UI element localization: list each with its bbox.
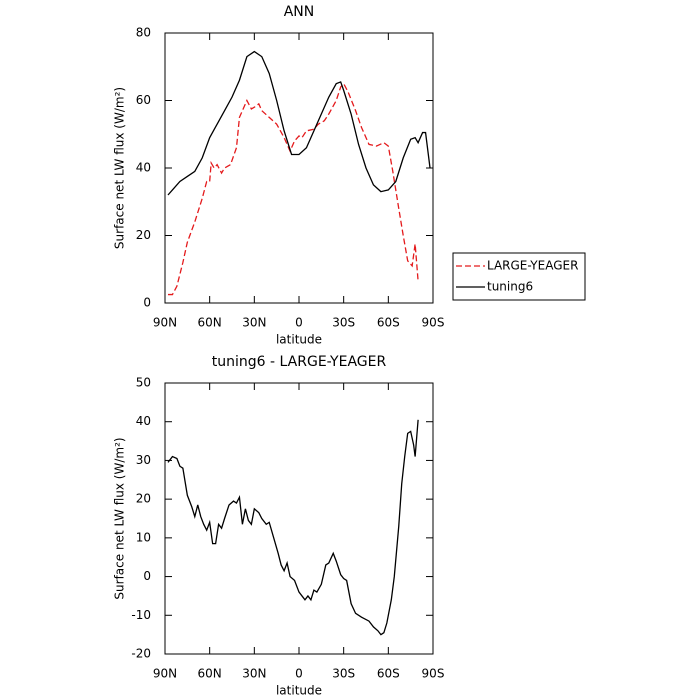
plot-frame xyxy=(164,382,434,655)
x-tick-label: 60S xyxy=(377,316,400,330)
x-tick-label: 60N xyxy=(198,667,222,681)
x-tick-label: 60S xyxy=(377,667,400,681)
y-axis-label: Surface net LW flux (W/m²) xyxy=(113,437,127,599)
x-tick-label: 0 xyxy=(295,667,303,681)
y-tick-label: 40 xyxy=(136,414,151,428)
chart-title: ANN xyxy=(284,4,315,20)
chart-title: tuning6 - LARGE-YEAGER xyxy=(212,354,387,370)
x-tick-label: 30N xyxy=(242,667,266,681)
y-tick-label: 0 xyxy=(143,569,151,583)
y-tick-label: 10 xyxy=(136,530,151,544)
y-tick-label: -20 xyxy=(131,647,151,661)
x-tick-label: 60N xyxy=(198,316,222,330)
x-axis-label: latitude xyxy=(276,333,322,347)
x-tick-label: 90N xyxy=(153,667,177,681)
x-tick-label: 30N xyxy=(242,316,266,330)
x-tick-label: 30S xyxy=(332,316,355,330)
y-tick-label: -10 xyxy=(131,608,151,622)
y-tick-label: 0 xyxy=(143,296,151,310)
data-line xyxy=(167,419,419,636)
y-tick-label: 80 xyxy=(136,26,151,40)
data-line xyxy=(167,50,431,196)
x-tick-label: 30S xyxy=(332,667,355,681)
legend-label: tuning6 xyxy=(487,280,533,294)
legend-box xyxy=(452,252,586,301)
x-axis-label: latitude xyxy=(276,684,322,698)
x-tick-label: 0 xyxy=(295,316,303,330)
y-tick-label: 50 xyxy=(136,376,151,390)
y-tick-label: 20 xyxy=(136,492,151,506)
x-tick-label: 90S xyxy=(422,316,445,330)
y-axis-label: Surface net LW flux (W/m²) xyxy=(113,87,127,249)
x-tick-label: 90N xyxy=(153,316,177,330)
legend-label: LARGE-YEAGER xyxy=(487,259,578,273)
y-tick-label: 40 xyxy=(136,161,151,175)
x-tick-label: 90S xyxy=(422,667,445,681)
y-tick-label: 20 xyxy=(136,228,151,242)
data-line xyxy=(167,82,419,296)
y-tick-label: 60 xyxy=(136,93,151,107)
y-tick-label: 30 xyxy=(136,453,151,467)
